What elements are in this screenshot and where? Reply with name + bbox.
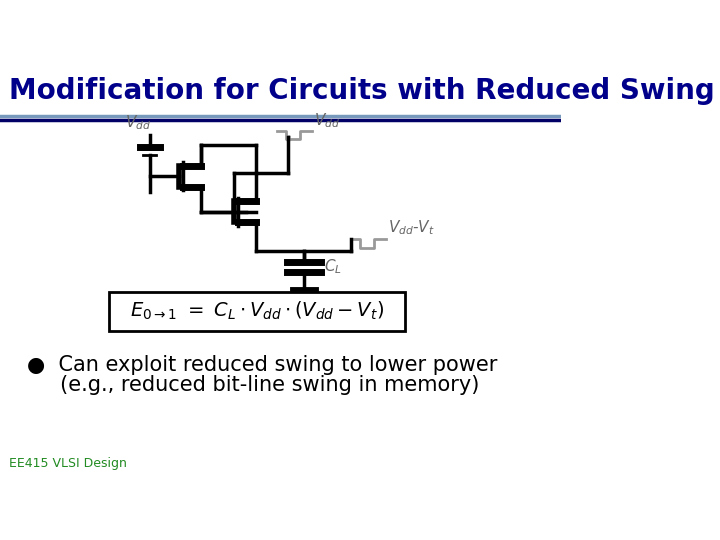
- Text: (e.g., reduced bit-line swing in memory): (e.g., reduced bit-line swing in memory): [27, 375, 480, 395]
- Text: $C_L$: $C_L$: [324, 258, 342, 276]
- Text: $V_{dd}$: $V_{dd}$: [314, 111, 340, 130]
- Text: $V_{dd}$: $V_{dd}$: [125, 113, 150, 132]
- Text: EE415 VLSI Design: EE415 VLSI Design: [9, 456, 127, 470]
- Text: ●  Can exploit reduced swing to lower power: ● Can exploit reduced swing to lower pow…: [27, 355, 498, 375]
- Text: $E_{0 \rightarrow 1}\ =\ C_L \cdot V_{dd} \cdot (V_{dd} - V_t)$: $E_{0 \rightarrow 1}\ =\ C_L \cdot V_{dd…: [130, 300, 384, 322]
- FancyBboxPatch shape: [109, 292, 405, 331]
- Text: $V_{dd}$-$V_t$: $V_{dd}$-$V_t$: [388, 219, 435, 237]
- Text: Modification for Circuits with Reduced Swing: Modification for Circuits with Reduced S…: [9, 77, 715, 105]
